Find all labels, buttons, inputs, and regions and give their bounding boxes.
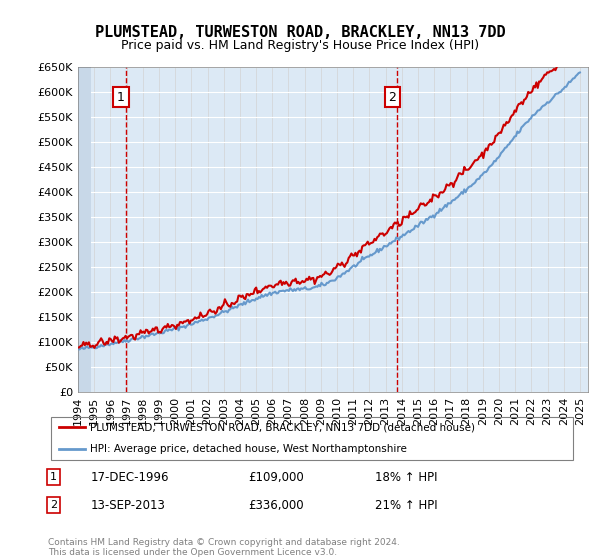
Text: 1: 1	[50, 472, 57, 482]
Text: 1: 1	[117, 91, 125, 104]
Text: 21% ↑ HPI: 21% ↑ HPI	[376, 498, 438, 512]
Text: PLUMSTEAD, TURWESTON ROAD, BRACKLEY, NN13 7DD: PLUMSTEAD, TURWESTON ROAD, BRACKLEY, NN1…	[95, 25, 505, 40]
Text: 18% ↑ HPI: 18% ↑ HPI	[376, 470, 438, 484]
Text: HPI: Average price, detached house, West Northamptonshire: HPI: Average price, detached house, West…	[90, 444, 407, 454]
Text: 2: 2	[388, 91, 396, 104]
Text: Price paid vs. HM Land Registry's House Price Index (HPI): Price paid vs. HM Land Registry's House …	[121, 39, 479, 52]
Text: Contains HM Land Registry data © Crown copyright and database right 2024.
This d: Contains HM Land Registry data © Crown c…	[48, 538, 400, 557]
Text: 13-SEP-2013: 13-SEP-2013	[90, 498, 165, 512]
Text: £336,000: £336,000	[248, 498, 304, 512]
Text: 2: 2	[50, 500, 57, 510]
Text: PLUMSTEAD, TURWESTON ROAD, BRACKLEY, NN13 7DD (detached house): PLUMSTEAD, TURWESTON ROAD, BRACKLEY, NN1…	[90, 422, 475, 432]
Bar	[78, 67, 91, 392]
Text: £109,000: £109,000	[248, 470, 304, 484]
Text: 17-DEC-1996: 17-DEC-1996	[90, 470, 169, 484]
